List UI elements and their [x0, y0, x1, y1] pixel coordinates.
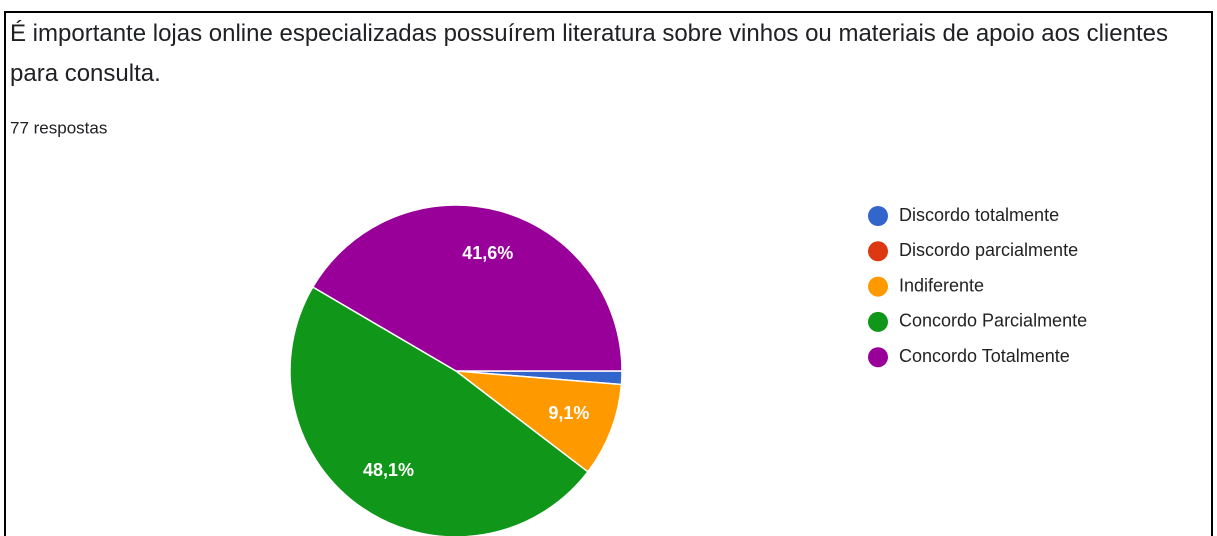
- slice-label: 48,1%: [363, 460, 414, 480]
- legend-swatch: [868, 347, 888, 368]
- slice-label: 41,6%: [462, 243, 513, 263]
- slice-label: 9,1%: [548, 403, 589, 423]
- legend-label: Discordo totalmente: [899, 205, 1059, 225]
- title-box: É importante lojas online especializadas…: [10, 20, 1168, 87]
- legend-label: Concordo Totalmente: [899, 346, 1070, 366]
- pie-slice: [289, 285, 589, 536]
- legend-swatch: [868, 311, 888, 332]
- legend-swatch: [868, 206, 888, 226]
- legend-label: Concordo Parcialmente: [899, 311, 1087, 331]
- legend-swatch: [868, 241, 888, 262]
- pie-slice: [311, 204, 623, 372]
- legend-label: Discordo parcialmente: [899, 240, 1078, 260]
- pie-slice: [453, 370, 623, 473]
- frame: [4, 11, 1213, 536]
- chart-title: É importante lojas online especializadas…: [10, 20, 1168, 87]
- response-count: 77 respostas: [10, 118, 107, 137]
- legend-label: Indiferente: [899, 275, 984, 295]
- legend-swatch: [868, 276, 888, 297]
